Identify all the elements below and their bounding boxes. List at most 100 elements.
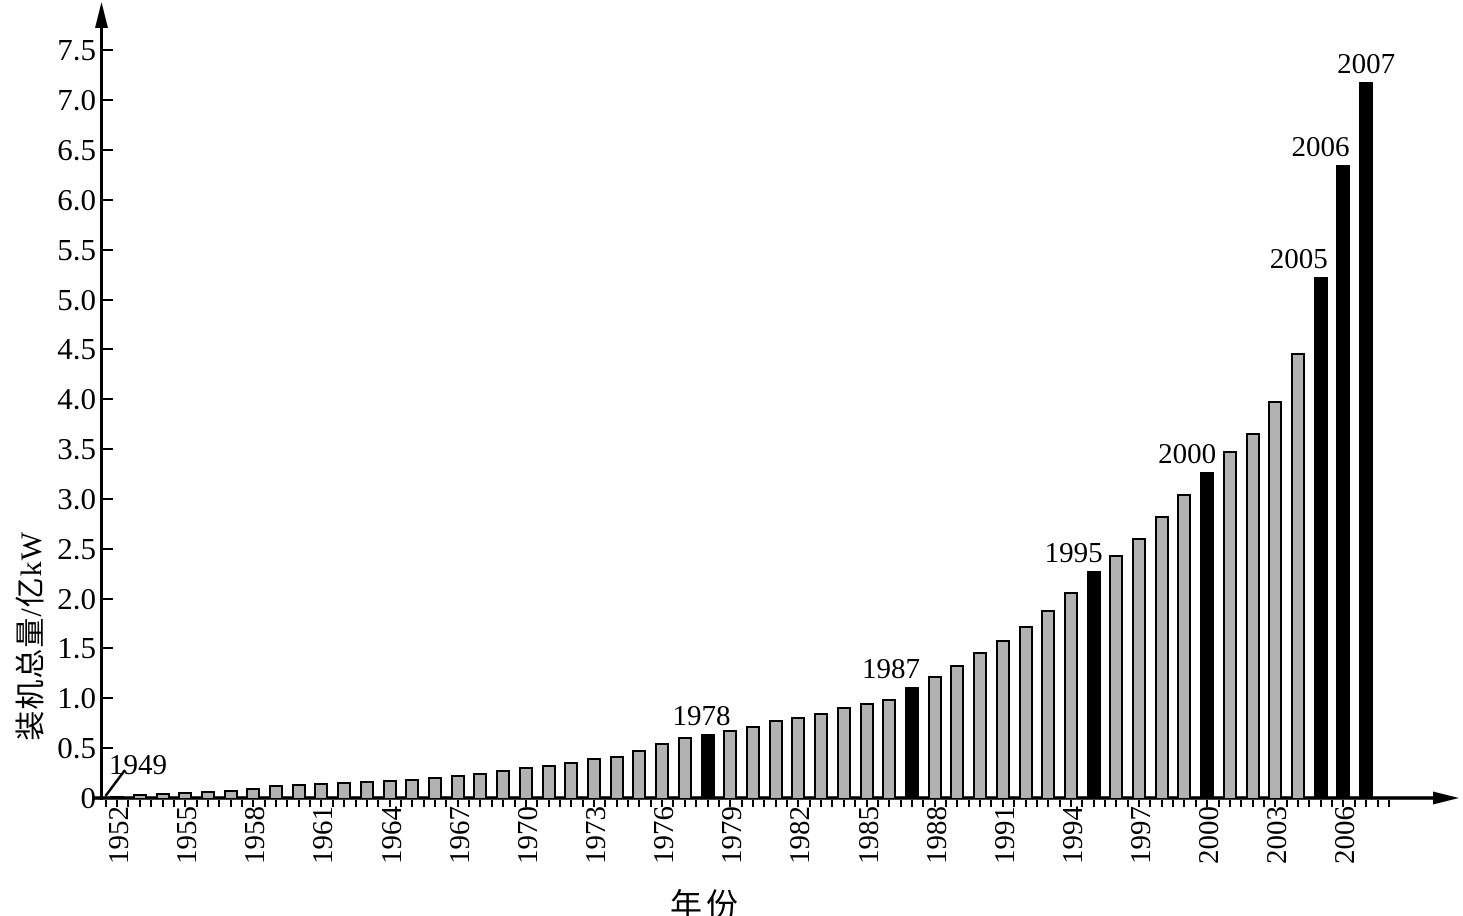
x-axis-tick (558, 800, 561, 807)
y-tick-label-5.5: 5.5 (57, 231, 96, 267)
bar-1984 (836, 707, 851, 798)
bar-1996 (1109, 555, 1124, 798)
x-axis-tick (411, 800, 414, 807)
x-axis-tick (922, 800, 925, 807)
bar-1963 (359, 781, 374, 798)
x-axis-tick (206, 800, 209, 807)
annotation-1949-leader-line (104, 769, 126, 797)
y-axis-tick-3.5 (103, 448, 113, 451)
x-axis-tick (456, 800, 459, 807)
callout-label-2006: 2006 (1291, 131, 1350, 163)
x-axis-tick (831, 800, 834, 807)
x-axis-tick (445, 800, 448, 807)
bar-1989 (950, 665, 965, 798)
bar-2000 (1200, 472, 1215, 798)
x-axis-tick (763, 800, 766, 807)
y-tick-label-4.5: 4.5 (57, 331, 96, 367)
x-tick-label-1970: 1970 (511, 806, 544, 864)
x-axis-tick (1206, 800, 1209, 807)
x-axis-tick (331, 800, 334, 807)
x-axis-tick (899, 800, 902, 807)
bar-1999 (1177, 494, 1192, 798)
x-axis-tick (1331, 800, 1334, 807)
bar-1981 (768, 720, 783, 798)
bar-2007 (1359, 82, 1374, 798)
x-axis-tick (343, 800, 346, 807)
bar-1995 (1086, 571, 1101, 798)
y-axis-tick-7.5 (103, 49, 113, 52)
y-tick-label-3.0: 3.0 (57, 480, 96, 516)
bar-1985 (859, 703, 874, 798)
x-axis-tick (933, 800, 936, 807)
callout-label-1987: 1987 (861, 653, 920, 685)
bar-1977 (677, 737, 692, 798)
x-axis-tick (695, 800, 698, 807)
bar-1974 (609, 756, 624, 798)
x-axis-tick (1115, 800, 1118, 807)
x-axis-tick (990, 800, 993, 807)
x-axis-tick (150, 800, 153, 807)
x-axis-tick (910, 800, 913, 807)
x-axis-tick (808, 800, 811, 807)
x-axis-tick (956, 800, 959, 807)
y-axis-tick-4.0 (103, 398, 113, 401)
x-axis-tick (740, 800, 743, 807)
x-tick-label-1985: 1985 (852, 806, 885, 864)
x-axis-tick (1081, 800, 1084, 807)
x-axis-tick (286, 800, 289, 807)
x-axis-tick (1092, 800, 1095, 807)
y-axis-title: 装机总量/亿kW (15, 531, 48, 741)
x-tick-label-1991: 1991 (988, 806, 1021, 864)
x-axis-tick (127, 800, 130, 807)
x-axis-tick (842, 800, 845, 807)
x-tick-label-1952: 1952 (103, 806, 136, 864)
callout-label-2000: 2000 (1158, 438, 1217, 470)
bar-1972 (564, 762, 579, 798)
y-tick-label-6.0: 6.0 (57, 181, 96, 217)
bar-1967 (450, 775, 465, 798)
bar-1961 (314, 783, 329, 798)
x-axis-tick (1353, 800, 1356, 807)
y-axis-tick-0.5 (103, 747, 113, 750)
x-axis-tick (570, 800, 573, 807)
bar-1990 (973, 652, 988, 798)
x-axis-tick (502, 800, 505, 807)
bar-1988 (927, 676, 942, 798)
x-axis-tick (263, 800, 266, 807)
x-axis-tick (706, 800, 709, 807)
x-axis-tick (1172, 800, 1175, 807)
x-axis-tick (104, 800, 107, 807)
x-axis-tick (1240, 800, 1243, 807)
x-axis-title: 年份 (669, 887, 742, 916)
bar-2002 (1245, 433, 1260, 798)
x-tick-label-2003: 2003 (1261, 806, 1294, 864)
bar-1962 (337, 782, 352, 798)
x-tick-label-1961: 1961 (307, 806, 340, 864)
x-axis-tick (1103, 800, 1106, 807)
x-axis-tick (661, 800, 664, 807)
y-axis-tick-7.0 (103, 99, 113, 102)
bar-1955 (178, 792, 193, 798)
x-axis-tick (967, 800, 970, 807)
y-axis-tick-6.0 (103, 198, 113, 201)
x-tick-label-1979: 1979 (716, 806, 749, 864)
x-tick-label-1997: 1997 (1125, 806, 1158, 864)
y-tick-label-7.0: 7.0 (57, 82, 96, 118)
x-tick-label-1958: 1958 (239, 806, 272, 864)
x-axis-tick (547, 800, 550, 807)
bar-1992 (1018, 626, 1033, 798)
x-axis-tick (615, 800, 618, 807)
x-axis-tick (888, 800, 891, 807)
x-axis-tick (1047, 800, 1050, 807)
y-axis-tick-2.5 (103, 547, 113, 550)
x-axis-tick (1183, 800, 1186, 807)
x-axis-tick (1035, 800, 1038, 807)
y-tick-label-2.0: 2.0 (57, 580, 96, 616)
x-axis-tick (876, 800, 879, 807)
x-axis-tick (649, 800, 652, 807)
bar-1960 (291, 784, 306, 798)
bar-1959 (269, 785, 284, 798)
bar-1980 (745, 726, 760, 798)
x-axis-tick (479, 800, 482, 807)
